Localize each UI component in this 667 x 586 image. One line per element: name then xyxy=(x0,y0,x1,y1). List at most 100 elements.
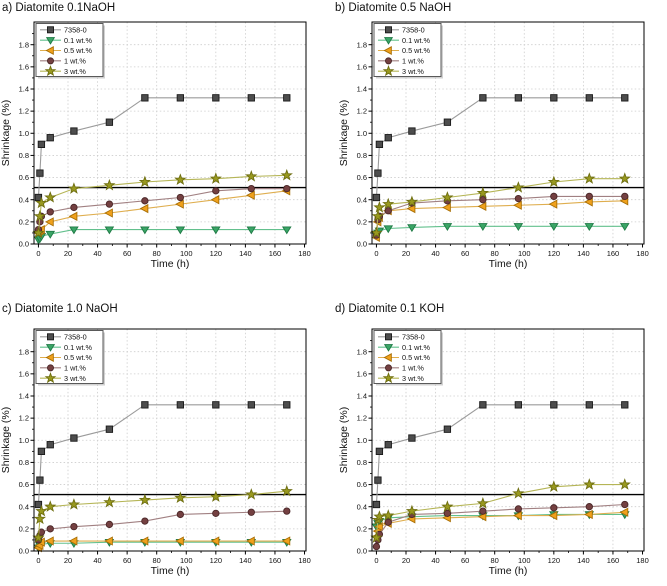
legend-entry-0-1-wt: 0.1 wt.% xyxy=(40,343,92,352)
data-point-star xyxy=(382,65,395,77)
series-0-1-wt xyxy=(371,223,630,240)
data-point-square xyxy=(46,134,54,142)
data-point-square xyxy=(34,500,43,509)
data-point-triangle-left xyxy=(548,199,558,209)
data-point-circle xyxy=(176,510,184,519)
data-point-star xyxy=(35,504,48,517)
data-point-square xyxy=(212,401,220,409)
series-7358-0 xyxy=(34,94,291,202)
y-tick-label: 0.2 xyxy=(19,217,29,226)
legend-label: 7358-0 xyxy=(402,332,425,341)
y-tick-label: 1.6 xyxy=(357,62,367,71)
data-point-star xyxy=(618,478,631,490)
legend-entry-7358-0: 7358-0 xyxy=(378,25,425,34)
data-point-circle xyxy=(550,192,558,201)
legend-label: 1 wt.% xyxy=(64,363,86,372)
data-point-triangle-down xyxy=(619,223,630,232)
series-line xyxy=(375,404,625,505)
data-point-triangle-down xyxy=(104,226,115,235)
data-point-triangle-down xyxy=(513,223,524,232)
legend-label: 0.5 wt.% xyxy=(402,46,430,55)
data-point-triangle-down xyxy=(69,226,79,235)
y-tick-label: 0.0 xyxy=(357,240,367,249)
legend-label: 3 wt.% xyxy=(402,67,424,76)
data-point-square xyxy=(283,94,291,102)
data-point-triangle-down xyxy=(246,226,257,235)
data-point-square xyxy=(374,476,382,484)
y-tick-label: 0.4 xyxy=(19,502,29,511)
data-point-square xyxy=(47,333,54,341)
data-point-square xyxy=(479,94,487,102)
y-tick-label: 1.2 xyxy=(19,414,29,423)
x-tick-label: 60 xyxy=(461,556,469,565)
data-point-star xyxy=(280,168,293,181)
x-tick-label: 20 xyxy=(64,249,72,258)
panel-title: a) Diatomite 0.1NaOH xyxy=(2,2,115,14)
y-tick-label: 0.8 xyxy=(357,458,367,467)
data-point-triangle-left xyxy=(175,199,184,209)
x-tick-label: 120 xyxy=(210,249,223,258)
data-point-star xyxy=(35,196,48,209)
data-point-star xyxy=(209,172,222,184)
data-point-circle xyxy=(212,187,220,195)
data-point-star xyxy=(371,209,385,222)
data-point-square xyxy=(212,94,220,102)
data-point-square xyxy=(141,94,149,102)
x-tick-label: 20 xyxy=(64,556,72,565)
y-tick-label: 0.2 xyxy=(19,524,29,533)
legend-label: 0.1 wt.% xyxy=(64,36,92,45)
data-point-square xyxy=(385,333,392,341)
data-point-star xyxy=(44,65,57,77)
axes: 0 20 40 60 80 100 120 140 160 180 0.0 0.2 0.4 0.6 0.8 1… xyxy=(357,21,649,258)
y-tick-label: 1.4 xyxy=(357,392,367,401)
data-point-triangle-left xyxy=(210,195,220,205)
legend-entry-3-wt: 3 wt.% xyxy=(40,65,86,77)
data-point-triangle-down xyxy=(45,344,56,352)
data-point-triangle-left xyxy=(374,521,383,532)
data-point-circle xyxy=(514,505,522,513)
data-point-star xyxy=(583,172,596,184)
data-point-square xyxy=(36,476,44,484)
y-tick-label: 0.0 xyxy=(357,547,367,556)
x-tick-label: 180 xyxy=(636,249,649,258)
x-tick-label: 40 xyxy=(431,556,439,565)
data-point-triangle-down xyxy=(45,230,56,239)
data-point-square xyxy=(621,94,629,102)
data-point-star xyxy=(476,496,489,509)
legend-entry-3-wt: 3 wt.% xyxy=(40,372,86,384)
data-point-triangle-down xyxy=(383,37,394,45)
data-point-star xyxy=(618,172,631,184)
data-point-square xyxy=(621,401,629,409)
y-tick-label: 0.8 xyxy=(357,151,367,160)
y-tick-label: 0.4 xyxy=(357,195,367,204)
y-tick-label: 1.6 xyxy=(19,369,29,378)
legend-label: 1 wt.% xyxy=(402,56,424,65)
legend-label: 1 wt.% xyxy=(402,363,424,372)
data-point-square xyxy=(70,434,78,442)
data-point-triangle-left xyxy=(548,510,558,521)
x-tick-label: 180 xyxy=(298,556,311,565)
axes: 0 20 40 60 80 100 120 140 160 180 0.0 0.2 0.4 0.6 0.8 1… xyxy=(19,328,311,565)
data-point-star xyxy=(547,175,560,188)
legend-label: 0.1 wt.% xyxy=(402,36,430,45)
data-point-triangle-left xyxy=(246,190,255,200)
legend-label: 0.5 wt.% xyxy=(64,353,92,362)
data-point-circle xyxy=(141,197,149,205)
data-point-star xyxy=(32,226,45,239)
data-point-triangle-left xyxy=(175,536,184,546)
data-point-triangle-left xyxy=(246,536,255,546)
panel-title: d) Diatomite 0.1 KOH xyxy=(335,303,444,315)
data-point-star xyxy=(370,226,383,239)
data-point-star xyxy=(382,509,395,521)
panel-c-chart: 0 20 40 60 80 100 120 140 160 180 0.0 0.2 0.4 0.6 0.8 1… xyxy=(0,303,311,577)
data-point-circle xyxy=(283,184,291,193)
x-axis-title: Time (h) xyxy=(151,258,190,270)
x-tick-label: 20 xyxy=(402,556,410,565)
panel-title: b) Diatomite 0.5 NaOH xyxy=(335,2,451,14)
data-point-triangle-down xyxy=(407,224,417,233)
data-point-circle xyxy=(621,192,629,201)
legend-label: 3 wt.% xyxy=(64,67,86,76)
series-line xyxy=(375,97,625,198)
y-tick-label: 1.2 xyxy=(357,107,367,116)
x-tick-label: 60 xyxy=(123,249,131,258)
